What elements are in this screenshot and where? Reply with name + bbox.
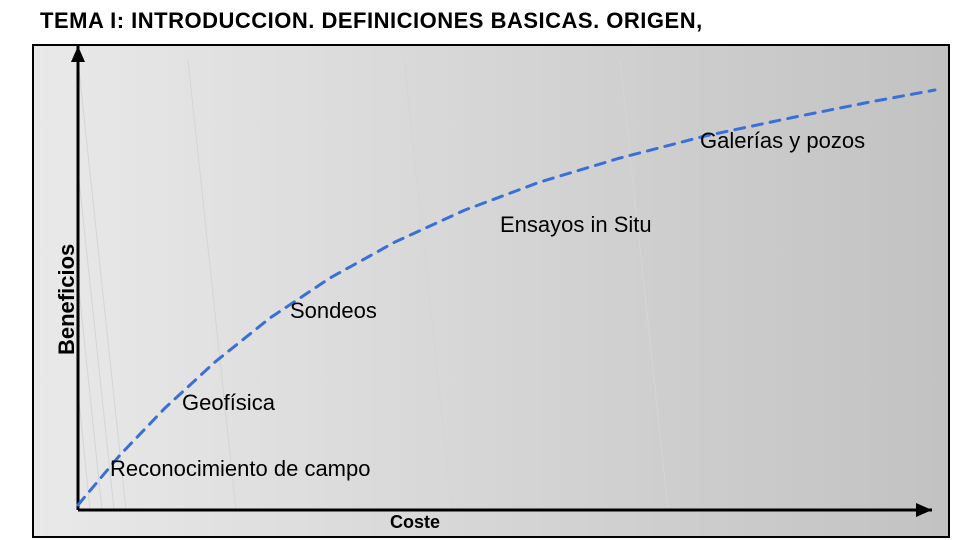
curve-label: Galerías y pozos <box>700 128 865 154</box>
curve-label: Geofísica <box>182 390 275 416</box>
curve-label: Ensayos in Situ <box>500 212 652 238</box>
curve-label: Reconocimiento de campo <box>110 456 370 482</box>
y-axis-label: Beneficios <box>54 244 80 355</box>
curve-label: Sondeos <box>290 298 377 324</box>
page: { "title": { "line1": "TEMA I: INTRODUCC… <box>0 0 960 540</box>
x-axis-label: Coste <box>390 512 440 533</box>
